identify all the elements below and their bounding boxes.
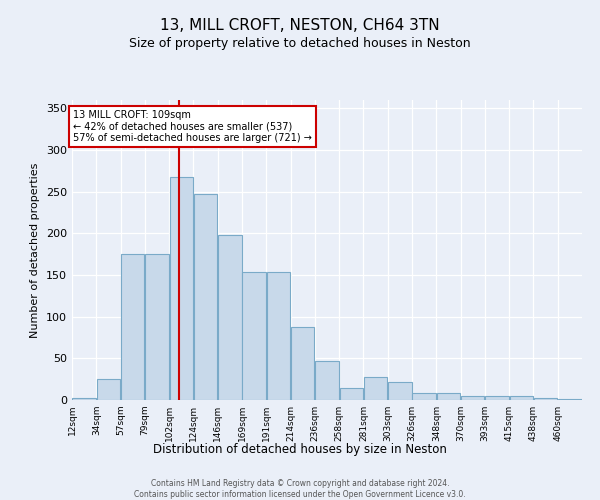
Bar xyxy=(534,398,557,400)
Bar xyxy=(291,326,314,400)
Text: Size of property relative to detached houses in Neston: Size of property relative to detached ho… xyxy=(129,38,471,51)
Bar xyxy=(509,396,533,400)
Bar xyxy=(97,379,120,400)
Text: Contains HM Land Registry data © Crown copyright and database right 2024.: Contains HM Land Registry data © Crown c… xyxy=(151,479,449,488)
Bar xyxy=(388,382,412,400)
Bar xyxy=(145,254,169,400)
Bar xyxy=(340,388,363,400)
Bar xyxy=(170,176,193,400)
Bar xyxy=(485,396,509,400)
Y-axis label: Number of detached properties: Number of detached properties xyxy=(31,162,40,338)
Bar xyxy=(412,394,436,400)
Bar xyxy=(558,399,581,400)
Bar xyxy=(364,376,388,400)
Bar xyxy=(218,235,242,400)
Text: Distribution of detached houses by size in Neston: Distribution of detached houses by size … xyxy=(153,442,447,456)
Bar xyxy=(121,254,145,400)
Text: Contains public sector information licensed under the Open Government Licence v3: Contains public sector information licen… xyxy=(134,490,466,499)
Bar xyxy=(461,396,484,400)
Bar xyxy=(73,398,96,400)
Bar xyxy=(266,272,290,400)
Bar xyxy=(242,272,266,400)
Bar xyxy=(194,194,217,400)
Text: 13 MILL CROFT: 109sqm
← 42% of detached houses are smaller (537)
57% of semi-det: 13 MILL CROFT: 109sqm ← 42% of detached … xyxy=(73,110,312,143)
Text: 13, MILL CROFT, NESTON, CH64 3TN: 13, MILL CROFT, NESTON, CH64 3TN xyxy=(160,18,440,32)
Bar xyxy=(315,361,339,400)
Bar xyxy=(437,394,460,400)
